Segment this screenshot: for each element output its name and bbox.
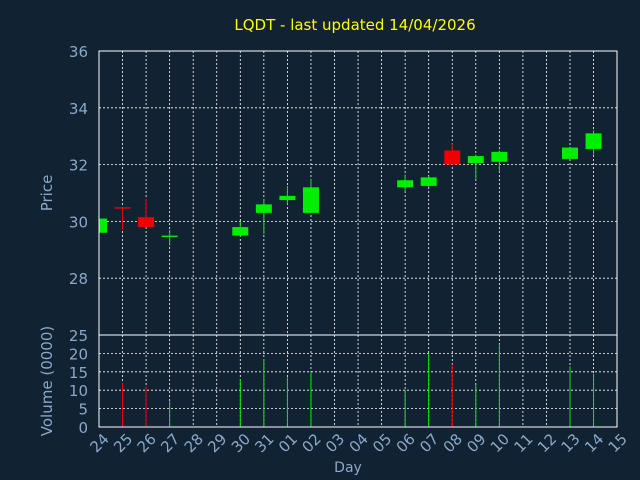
price-tick-label: 36 bbox=[69, 43, 88, 61]
candle-body bbox=[562, 147, 578, 159]
price-tick-label: 30 bbox=[69, 213, 88, 231]
x-axis-label: Day bbox=[334, 460, 362, 476]
volume-tick-label: 15 bbox=[69, 364, 88, 382]
candle-body bbox=[444, 150, 461, 165]
candle-body bbox=[138, 217, 155, 228]
price-y-tick-labels: 28 30 32 34 36 bbox=[69, 43, 88, 288]
price-tick-label: 34 bbox=[69, 100, 88, 118]
candle-body bbox=[279, 195, 296, 201]
volume-tick-label: 20 bbox=[69, 345, 88, 363]
volume-axis-label: Volume (0000) bbox=[38, 326, 56, 436]
candle-body bbox=[232, 227, 249, 236]
candle-body bbox=[585, 133, 602, 149]
volume-panel-frame bbox=[98, 334, 618, 428]
volume-bars bbox=[122, 344, 595, 427]
candle-body bbox=[491, 151, 508, 162]
candle-body bbox=[255, 204, 272, 213]
candle-body bbox=[467, 156, 484, 164]
candle-body bbox=[99, 218, 107, 233]
volume-tick-label: 0 bbox=[78, 419, 88, 437]
price-tick-label: 32 bbox=[69, 157, 88, 175]
candle-body bbox=[420, 177, 437, 186]
price-axis-label: Price bbox=[38, 175, 56, 212]
candle-body bbox=[397, 180, 414, 188]
price-tick-label: 28 bbox=[69, 270, 88, 288]
candle-body bbox=[114, 207, 131, 209]
x-tick-labels: 2425262728293031010203040506070809101112… bbox=[87, 430, 631, 456]
volume-tick-label: 25 bbox=[69, 327, 88, 345]
volume-tick-label: 10 bbox=[69, 382, 88, 400]
candles bbox=[98, 130, 602, 246]
candle-body bbox=[302, 187, 319, 213]
volume-tick-label: 5 bbox=[78, 401, 88, 419]
chart-title: LQDT - last updated 14/04/2026 bbox=[234, 16, 475, 34]
candle-body bbox=[161, 235, 178, 238]
